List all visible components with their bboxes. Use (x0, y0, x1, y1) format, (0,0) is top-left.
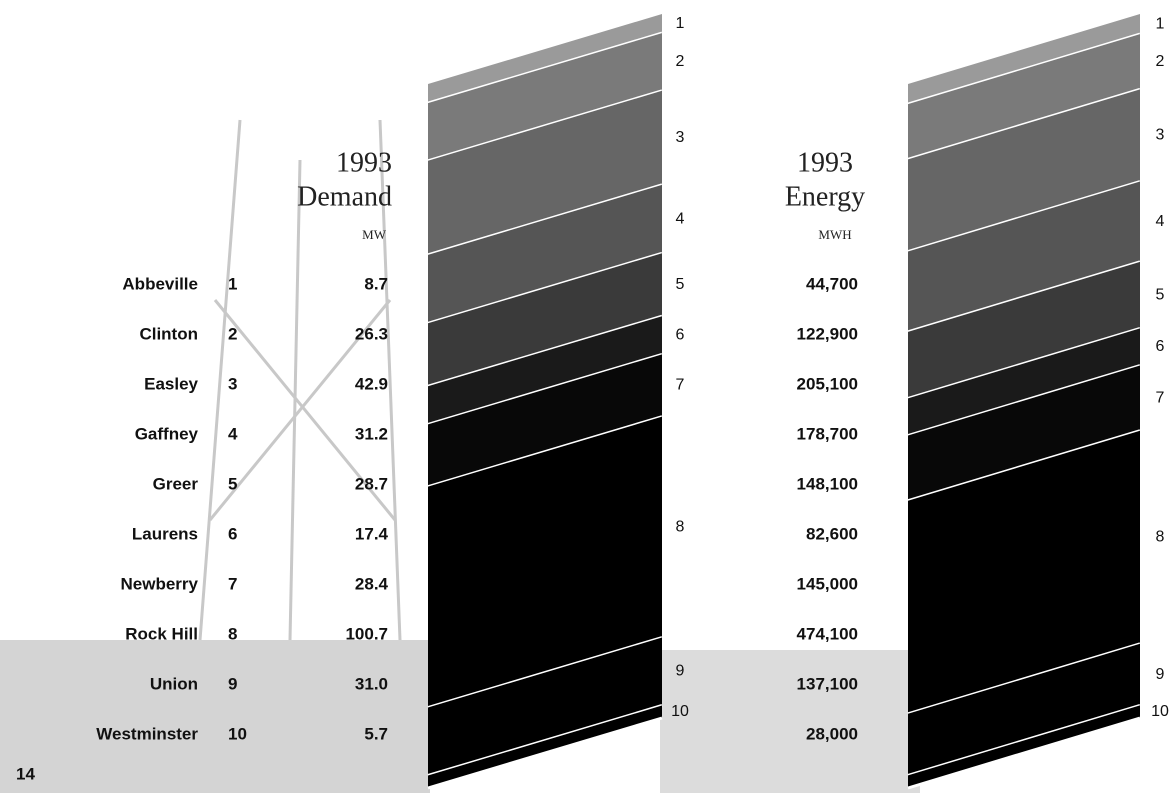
band-number: 3 (1156, 127, 1165, 144)
value-label: 28.7 (355, 474, 388, 493)
band-number: 1 (676, 15, 685, 32)
band-number: 7 (1156, 389, 1165, 406)
value-label: 28,000 (806, 724, 858, 743)
band-number: 2 (676, 53, 685, 70)
city-name: Newberry (121, 574, 199, 593)
city-number: 10 (228, 724, 247, 743)
band-number: 5 (1156, 286, 1165, 303)
value-label: 178,700 (797, 424, 858, 443)
city-number: 1 (228, 274, 237, 293)
value-label: 17.4 (355, 524, 389, 543)
band-number: 5 (676, 276, 685, 293)
band-number: 4 (1156, 213, 1165, 230)
value-label: 137,100 (797, 674, 858, 693)
value-label: 26.3 (355, 324, 388, 343)
chart-title: 1993 (797, 147, 853, 178)
ground-texture (660, 650, 920, 793)
city-number: 8 (228, 624, 237, 643)
city-number: 5 (228, 474, 237, 493)
page: 14 1993DemandMW1Abbeville18.72Clinton226… (0, 0, 1173, 793)
page-number: 14 (16, 764, 35, 783)
band-number: 6 (1156, 338, 1165, 355)
chart-subtitle: Demand (297, 181, 392, 212)
ground-texture (0, 640, 430, 793)
value-label: 31.0 (355, 674, 388, 693)
city-name: Laurens (132, 524, 198, 543)
city-name: Rock Hill (125, 624, 198, 643)
unit-label: MWH (818, 227, 851, 242)
value-label: 474,100 (797, 624, 858, 643)
chart-subtitle: Energy (785, 181, 865, 212)
band-number: 6 (676, 327, 685, 344)
band-number: 7 (676, 377, 685, 394)
band-number: 4 (676, 210, 685, 227)
city-number: 2 (228, 324, 237, 343)
chart-title: 1993 (336, 147, 392, 178)
city-number: 7 (228, 574, 237, 593)
city-number: 4 (228, 424, 238, 443)
city-number: 6 (228, 524, 237, 543)
value-label: 82,600 (806, 524, 858, 543)
city-number: 9 (228, 674, 237, 693)
chart: 14 1993DemandMW1Abbeville18.72Clinton226… (0, 0, 1173, 793)
band-number: 8 (676, 518, 685, 535)
city-name: Westminster (96, 724, 198, 743)
city-number: 3 (228, 374, 237, 393)
city-name: Abbeville (122, 274, 198, 293)
value-label: 205,100 (797, 374, 858, 393)
band-number: 9 (1156, 666, 1165, 683)
city-name: Greer (153, 474, 199, 493)
value-label: 31.2 (355, 424, 388, 443)
city-name: Clinton (139, 324, 198, 343)
value-label: 100.7 (345, 624, 388, 643)
band-number: 10 (671, 703, 689, 720)
value-label: 5.7 (364, 724, 388, 743)
band-number: 10 (1151, 703, 1169, 720)
unit-label: MW (362, 227, 387, 242)
value-label: 122,900 (797, 324, 858, 343)
city-name: Union (150, 674, 198, 693)
city-name: Gaffney (135, 424, 199, 443)
band-number: 8 (1156, 528, 1165, 545)
band-number: 3 (676, 129, 685, 146)
band-number: 1 (1156, 15, 1165, 32)
city-name: Easley (144, 374, 198, 393)
value-label: 44,700 (806, 274, 858, 293)
value-label: 42.9 (355, 374, 388, 393)
band-number: 2 (1156, 53, 1165, 70)
value-label: 148,100 (797, 474, 858, 493)
band-number: 9 (676, 663, 685, 680)
value-label: 28.4 (355, 574, 389, 593)
value-label: 145,000 (797, 574, 858, 593)
value-label: 8.7 (364, 274, 388, 293)
